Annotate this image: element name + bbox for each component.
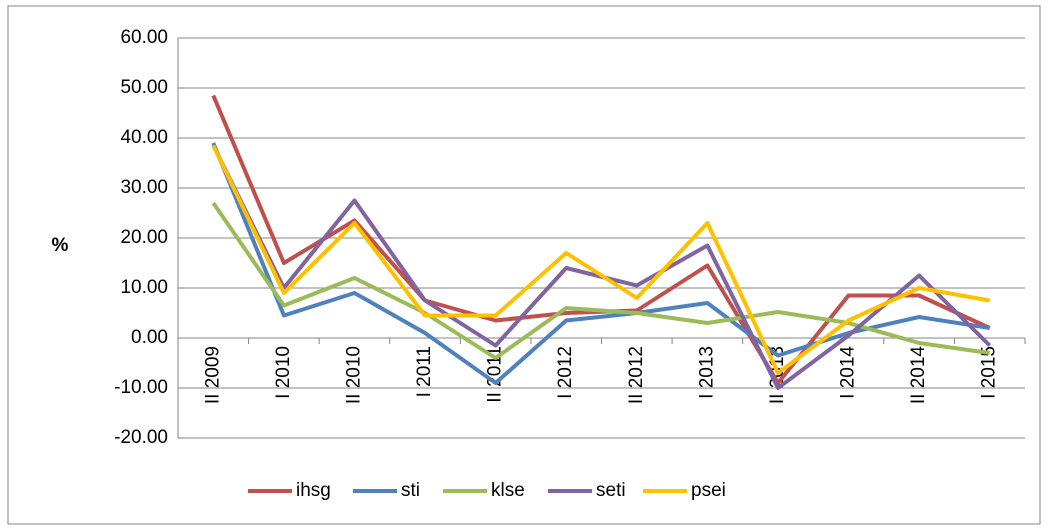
- x-tick-label: I 2013: [696, 346, 717, 399]
- line-series: [211, 144, 992, 390]
- x-tick-label: II 2014: [908, 346, 929, 405]
- legend-label: seti: [596, 480, 626, 501]
- y-axis-label: %: [52, 235, 69, 256]
- x-tick-label: II 2011: [485, 346, 506, 403]
- legend-label: psei: [691, 480, 726, 501]
- x-tick-label: I 2012: [555, 346, 576, 399]
- x-tick-label: I 2014: [838, 346, 859, 399]
- x-tick-label: I 2010: [273, 346, 294, 399]
- y-tick-label: 10.00: [120, 277, 168, 298]
- legend-label: sti: [401, 480, 420, 501]
- y-tick-label: -10.00: [114, 377, 168, 398]
- legend-label: klse: [491, 480, 525, 501]
- chart-border: [7, 5, 1041, 525]
- y-tick-label: 30.00: [120, 177, 168, 198]
- x-tick-label: II 2012: [626, 346, 647, 404]
- line-series: [211, 144, 991, 375]
- x-tick-label: I 2015: [979, 346, 1000, 399]
- y-tick-label: 40.00: [120, 127, 168, 148]
- y-tick-label: 60.00: [120, 27, 168, 48]
- x-tick-label: I 2011: [414, 346, 435, 397]
- legend-label: ihsg: [296, 480, 331, 501]
- x-tick-label: II 2010: [343, 346, 364, 404]
- line-series: [211, 142, 991, 385]
- x-tick-label: II 2009: [202, 346, 223, 404]
- y-tick-label: 0.00: [131, 327, 168, 348]
- line-series: [211, 201, 990, 360]
- y-tick-label: 20.00: [120, 227, 168, 248]
- y-tick-label: -20.00: [114, 427, 168, 448]
- y-tick-label: 50.00: [120, 77, 168, 98]
